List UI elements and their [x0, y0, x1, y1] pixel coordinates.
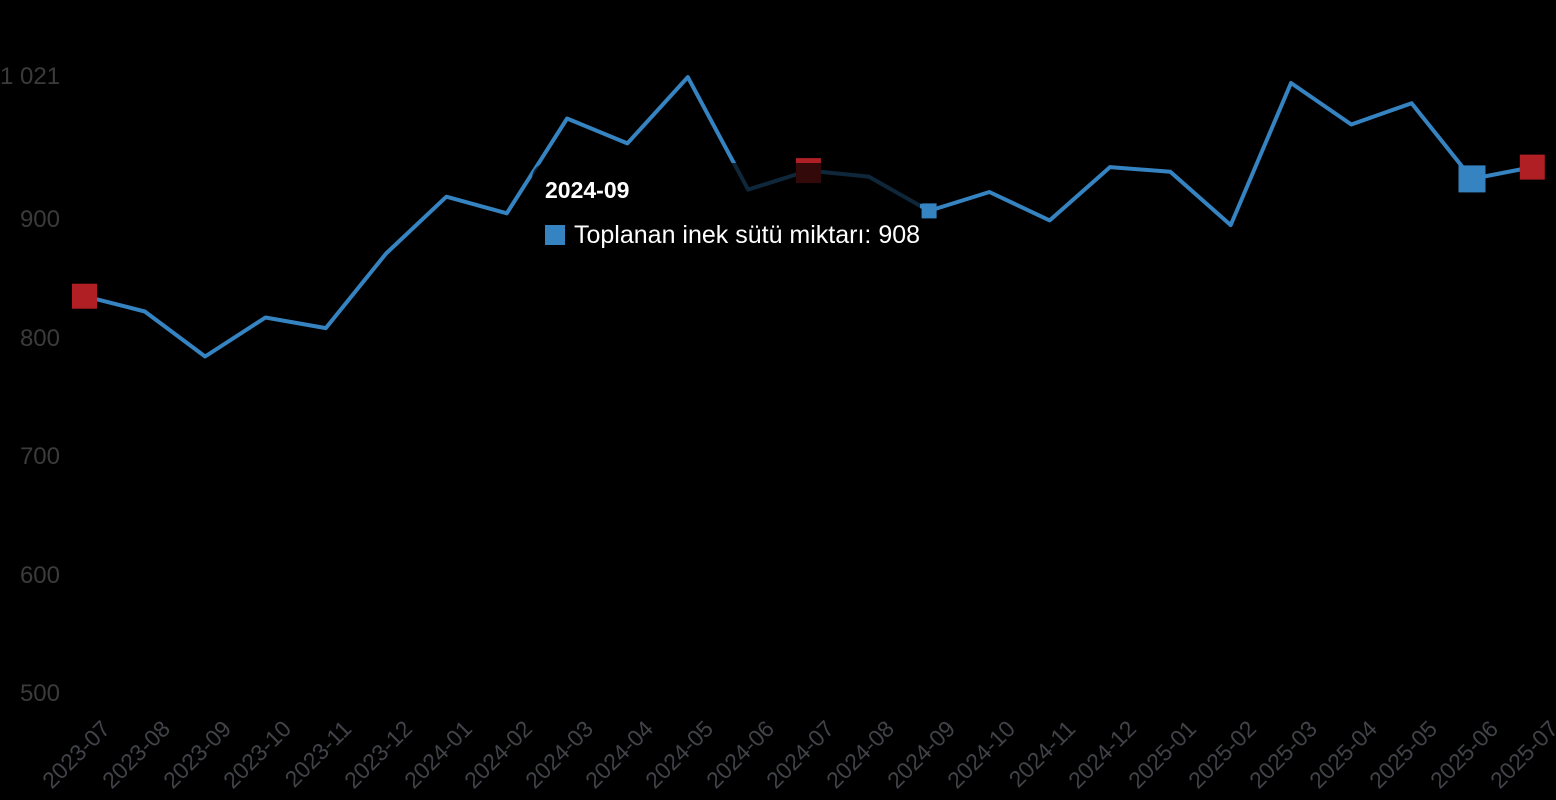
- y-tick-label: 800: [19, 324, 60, 352]
- tooltip-series-value: Toplanan inek sütü miktarı: 908: [574, 221, 921, 249]
- point-marker-2025-06[interactable]: [1458, 165, 1486, 193]
- tooltip-date-header: 2024-09: [545, 177, 630, 203]
- point-marker-2024-09[interactable]: [921, 203, 937, 219]
- tooltip-series-row: Toplanan inek sütü miktarı: 908: [545, 221, 920, 249]
- point-marker-2025-07[interactable]: [1519, 154, 1545, 180]
- y-tick-label: 600: [19, 561, 60, 589]
- chart-tooltip: 2024-09 Toplanan inek sütü miktarı: 908: [532, 163, 920, 264]
- point-marker-2023-07[interactable]: [72, 283, 97, 309]
- series-color-swatch-icon: [545, 225, 565, 245]
- y-tick-label: 500: [19, 680, 60, 707]
- y-tick-label: 700: [19, 443, 60, 471]
- y-tick-label: 1 021: [0, 63, 61, 91]
- y-tick-label: 900: [19, 206, 60, 234]
